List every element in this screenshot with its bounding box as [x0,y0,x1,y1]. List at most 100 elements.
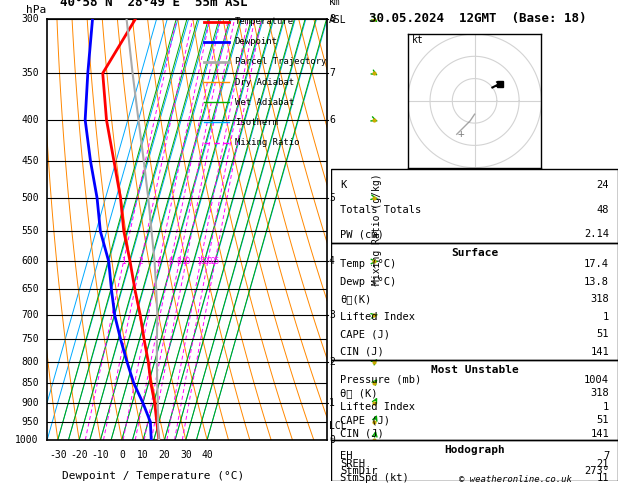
Text: 16: 16 [196,257,205,266]
Text: Isotherm: Isotherm [235,118,278,127]
Text: 10: 10 [137,451,149,460]
Text: Dry Adiabat: Dry Adiabat [235,78,294,87]
Text: Parcel Trajectory: Parcel Trajectory [235,57,326,67]
Text: Dewpoint / Temperature (°C): Dewpoint / Temperature (°C) [62,471,245,481]
Text: Totals Totals: Totals Totals [340,205,421,215]
Text: 40: 40 [201,451,213,460]
Text: Dewpoint: Dewpoint [235,37,278,46]
Text: 550: 550 [21,226,39,236]
Text: Hodograph: Hodograph [444,445,505,455]
Text: 30: 30 [180,451,192,460]
Text: 51: 51 [596,329,609,339]
Text: 500: 500 [21,193,39,203]
Text: Lifted Index: Lifted Index [340,312,415,322]
Text: 700: 700 [21,310,39,320]
Text: θᴇ(K): θᴇ(K) [340,294,371,304]
Bar [331,243,618,361]
Text: 8: 8 [177,257,182,266]
Text: -10: -10 [92,451,109,460]
Text: 141: 141 [591,429,609,439]
Text: Temperature: Temperature [235,17,294,26]
Text: 8: 8 [329,15,335,24]
Text: K: K [340,180,347,190]
Text: CIN (J): CIN (J) [340,347,384,357]
Text: Pressure (mb): Pressure (mb) [340,375,421,385]
Text: Dewp (°C): Dewp (°C) [340,277,396,287]
Text: 40°58'N  28°49'E  55m ASL: 40°58'N 28°49'E 55m ASL [60,0,247,9]
Text: CAPE (J): CAPE (J) [340,329,390,339]
Text: PW (cm): PW (cm) [340,229,384,239]
Text: Temp (°C): Temp (°C) [340,259,396,269]
Text: CIN (J): CIN (J) [340,429,384,439]
Text: Wet Adiabat: Wet Adiabat [235,98,294,107]
Text: 21: 21 [596,458,609,469]
Text: 141: 141 [591,347,609,357]
Bar [331,361,618,440]
Text: 0: 0 [119,451,125,460]
Text: 400: 400 [21,115,39,125]
Text: EH: EH [340,451,353,461]
Text: 850: 850 [21,378,39,388]
Text: SREH: SREH [340,458,365,469]
Text: 6: 6 [329,115,335,125]
Text: 11: 11 [596,472,609,483]
Text: 2: 2 [138,257,143,266]
Text: StmDir: StmDir [340,466,377,476]
Text: 10: 10 [181,257,191,266]
Text: 1: 1 [603,312,609,322]
Text: 900: 900 [21,398,39,408]
Text: 800: 800 [21,357,39,367]
Text: 600: 600 [21,257,39,266]
Text: Surface: Surface [451,247,498,258]
Text: 51: 51 [596,415,609,425]
Text: 7: 7 [329,68,335,78]
Text: StmSpd (kt): StmSpd (kt) [340,472,409,483]
Text: 318: 318 [591,388,609,398]
Text: 650: 650 [21,284,39,295]
Text: 1004: 1004 [584,375,609,385]
Text: 30.05.2024  12GMT  (Base: 18): 30.05.2024 12GMT (Base: 18) [369,12,587,25]
Text: © weatheronline.co.uk: © weatheronline.co.uk [459,475,572,485]
Text: Mixing Ratio (g/kg): Mixing Ratio (g/kg) [372,174,382,285]
Bar [331,169,618,243]
Text: +: + [458,129,465,139]
Text: 7: 7 [603,451,609,461]
Bar [331,440,618,481]
Text: 750: 750 [21,334,39,345]
Text: -20: -20 [70,451,88,460]
Text: 13.8: 13.8 [584,277,609,287]
Text: km: km [329,0,341,7]
Text: 5: 5 [329,193,335,203]
Text: 2: 2 [329,357,335,367]
Text: θᴇ (K): θᴇ (K) [340,388,377,398]
Text: 1: 1 [603,402,609,412]
Text: 6: 6 [169,257,173,266]
Text: 950: 950 [21,417,39,427]
Text: ASL: ASL [329,15,347,25]
Text: 1: 1 [329,398,335,408]
Text: 1000: 1000 [15,435,39,445]
Text: 1: 1 [121,257,126,266]
Text: CAPE (J): CAPE (J) [340,415,390,425]
Text: Mixing Ratio: Mixing Ratio [235,138,299,147]
Text: 24: 24 [596,180,609,190]
Text: 2.14: 2.14 [584,229,609,239]
Text: 25: 25 [211,257,220,266]
Text: 48: 48 [596,205,609,215]
Text: 17.4: 17.4 [584,259,609,269]
Text: hPa: hPa [26,5,47,15]
Text: kt: kt [412,35,424,45]
Text: 20: 20 [203,257,213,266]
Text: 4: 4 [157,257,162,266]
Text: -30: -30 [49,451,67,460]
Text: Lifted Index: Lifted Index [340,402,415,412]
Text: 350: 350 [21,68,39,78]
Text: 300: 300 [21,15,39,24]
Text: 318: 318 [591,294,609,304]
Text: 0: 0 [329,435,335,445]
Text: Most Unstable: Most Unstable [431,365,518,375]
Text: 3: 3 [329,310,335,320]
Text: 4: 4 [329,257,335,266]
Text: 20: 20 [159,451,170,460]
Text: 450: 450 [21,156,39,166]
